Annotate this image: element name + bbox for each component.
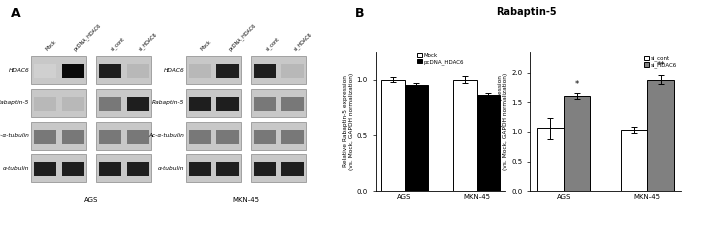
Bar [189,64,211,79]
Bar [251,89,306,117]
Bar [34,97,56,111]
Bar [216,97,239,111]
Bar [216,64,239,79]
Text: si_HDAC6: si_HDAC6 [293,32,313,52]
Bar [537,128,564,191]
Text: Mock: Mock [45,40,58,52]
Legend: si_cont, si_HDAC6: si_cont, si_HDAC6 [642,54,678,69]
Bar [31,154,86,182]
Text: Rabaptin-5: Rabaptin-5 [0,100,29,106]
Bar [126,162,149,176]
Bar [253,97,276,111]
Text: HDAC6: HDAC6 [164,68,184,73]
Bar [99,162,121,176]
Text: **: ** [656,61,665,70]
Text: Rabaptin-5: Rabaptin-5 [152,100,184,106]
Text: AGS: AGS [84,197,98,203]
Bar [96,89,152,117]
Bar [251,56,306,84]
Text: α-tubulin: α-tubulin [3,166,29,171]
Bar [34,130,56,144]
Bar [126,130,149,144]
Bar [251,122,306,150]
Bar [31,56,86,84]
Bar [99,97,121,111]
Bar [282,162,303,176]
Bar [186,122,241,150]
Text: si_cont: si_cont [110,36,126,52]
Bar [251,154,306,182]
Legend: Mock, pcDNA_HDAC6: Mock, pcDNA_HDAC6 [416,52,465,66]
Bar [34,162,56,176]
Bar [126,64,149,79]
Bar [564,96,590,191]
Bar [282,97,303,111]
Bar [96,122,152,150]
Text: HDAC6: HDAC6 [8,68,29,73]
Bar [99,64,121,79]
Bar [189,97,211,111]
Text: Rabaptin-5: Rabaptin-5 [496,7,557,17]
Bar [621,130,647,191]
Text: pcDNA_HDAC6: pcDNA_HDAC6 [227,22,257,52]
Bar [62,97,84,111]
Text: pcDNA_HDAC6: pcDNA_HDAC6 [72,22,102,52]
Bar [647,80,674,191]
Bar [62,162,84,176]
Bar [31,122,86,150]
Bar [189,130,211,144]
Text: B: B [355,7,364,20]
Y-axis label: Relative Rabaptin-5 expression
(vs. Mock, GAPDH normalization): Relative Rabaptin-5 expression (vs. Mock… [498,73,508,170]
Bar [62,130,84,144]
Text: *: * [575,80,579,89]
Bar [253,130,276,144]
Bar [253,162,276,176]
Bar [282,130,303,144]
Bar [453,80,477,191]
Bar [31,89,86,117]
Y-axis label: Relative Rabaptin-5 expression
(vs. Mock, GAPDH normalization): Relative Rabaptin-5 expression (vs. Mock… [343,73,354,170]
Bar [34,64,56,79]
Text: A: A [11,7,20,20]
Bar [96,154,152,182]
Text: MKN-45: MKN-45 [232,197,260,203]
Text: Ac-α-tubulin: Ac-α-tubulin [148,133,184,138]
Bar [126,97,149,111]
Bar [404,85,428,191]
Bar [96,56,152,84]
Bar [282,64,303,79]
Bar [253,64,276,79]
Text: Mock: Mock [200,40,212,52]
Bar [62,64,84,79]
Text: si_HDAC6: si_HDAC6 [138,32,158,52]
Bar [189,162,211,176]
Bar [186,154,241,182]
Bar [186,56,241,84]
Bar [186,89,241,117]
Bar [477,95,500,191]
Bar [99,130,121,144]
Bar [216,162,239,176]
Bar [381,80,404,191]
Bar [216,130,239,144]
Text: si_cont: si_cont [265,36,281,52]
Text: Ac-α-tubulin: Ac-α-tubulin [0,133,29,138]
Text: α-tubulin: α-tubulin [158,166,184,171]
